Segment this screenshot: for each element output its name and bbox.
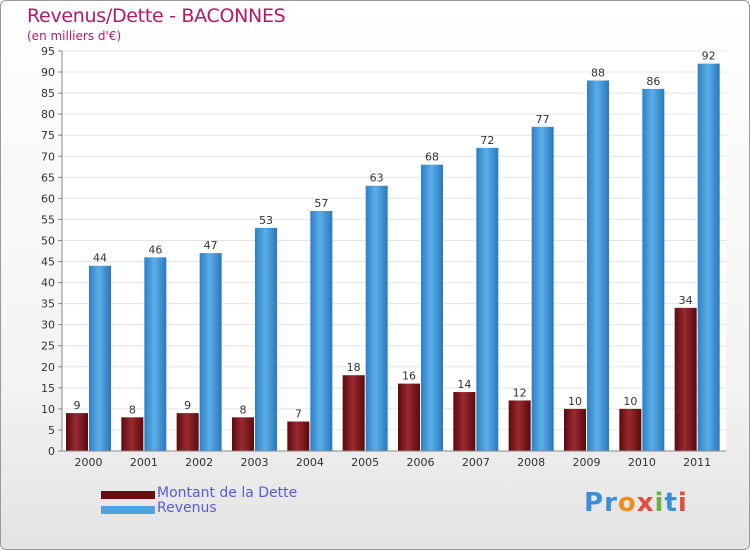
legend-label-debt: Montant de la Dette (157, 485, 298, 501)
bar-value-label-debt: 9 (184, 399, 191, 412)
bar-debt (453, 392, 476, 451)
bar-debt (232, 417, 254, 451)
bar-revenue (642, 88, 665, 451)
bar-value-label-debt: 8 (129, 403, 136, 416)
y-tick-label: 80 (41, 108, 55, 121)
chart-title: Revenus/Dette - BACONNES (27, 5, 286, 27)
x-tick-label: 2001 (130, 456, 158, 469)
legend-label-revenue: Revenus (157, 500, 217, 516)
y-tick-label: 60 (41, 192, 55, 205)
y-tick-label: 10 (41, 403, 55, 416)
x-tick-label: 2011 (683, 456, 711, 469)
bar-revenue (476, 147, 499, 451)
bar-revenue (587, 80, 609, 451)
bar-debt (674, 307, 697, 451)
bar-value-label-debt: 7 (295, 408, 302, 421)
legend-swatch-revenue (101, 506, 155, 514)
logo-letter: x (636, 488, 655, 518)
bar-value-label-debt: 12 (513, 386, 527, 399)
bar-debt (508, 400, 531, 451)
y-tick-label: 40 (41, 277, 55, 290)
bar-value-label-debt: 18 (347, 361, 361, 374)
plot-area (62, 51, 726, 451)
bar-debt (619, 408, 642, 451)
chart-subtitle: (en milliers d'€) (27, 29, 122, 43)
bar-debt (398, 383, 420, 451)
bar-revenue (144, 257, 167, 451)
y-tick-label: 35 (41, 298, 55, 311)
y-tick-label: 45 (41, 256, 55, 269)
proxiti-logo: Proxiti (584, 488, 688, 518)
y-tick-label: 90 (41, 66, 55, 79)
bar-value-label-revenue: 63 (370, 172, 384, 185)
bar-revenue (89, 265, 111, 451)
y-tick-label: 65 (41, 171, 55, 184)
y-tick-label: 75 (41, 129, 55, 142)
x-tick-label: 2010 (628, 456, 656, 469)
logo-letter: i (654, 488, 665, 518)
y-tick-label: 20 (41, 361, 55, 374)
bar-value-label-revenue: 72 (480, 134, 494, 147)
bar-value-label-revenue: 77 (536, 113, 550, 126)
bar-value-label-debt: 10 (623, 395, 637, 408)
bar-debt (287, 421, 310, 451)
bar-value-label-revenue: 53 (259, 214, 273, 227)
bar-value-label-revenue: 47 (204, 239, 218, 252)
bar-value-label-debt: 14 (457, 378, 471, 391)
bar-debt (342, 375, 365, 451)
bar-revenue (365, 185, 388, 451)
x-tick-label: 2008 (517, 456, 545, 469)
bar-debt (564, 408, 586, 451)
y-tick-label: 5 (48, 424, 55, 437)
bar-value-label-revenue: 68 (425, 151, 439, 164)
y-tick-label: 15 (41, 382, 55, 395)
logo-letter: P (584, 488, 605, 518)
bar-revenue (310, 211, 333, 451)
x-tick-label: 2005 (351, 456, 379, 469)
y-tick-label: 55 (41, 213, 55, 226)
y-tick-label: 0 (48, 445, 55, 458)
bar-value-label-revenue: 88 (591, 66, 605, 79)
bar-debt (121, 417, 144, 451)
x-tick-label: 2009 (573, 456, 601, 469)
logo-letter: r (604, 488, 618, 518)
bar-value-label-debt: 10 (568, 395, 582, 408)
x-tick-label: 2004 (296, 456, 324, 469)
bar-value-label-revenue: 46 (148, 243, 162, 256)
y-tick-label: 30 (41, 319, 55, 332)
y-tick-label: 50 (41, 234, 55, 247)
bar-value-label-debt: 9 (74, 399, 81, 412)
logo-letter: o (617, 488, 637, 518)
x-tick-label: 2000 (75, 456, 103, 469)
bar-revenue (531, 126, 554, 451)
logo-letter: t (664, 488, 678, 518)
bar-value-label-debt: 8 (240, 403, 247, 416)
bar-value-label-debt: 16 (402, 370, 416, 383)
bar-value-label-revenue: 86 (646, 75, 660, 88)
x-tick-label: 2007 (462, 456, 490, 469)
x-tick-label: 2003 (241, 456, 269, 469)
bar-revenue (255, 227, 277, 451)
legend-swatch-debt (101, 491, 155, 499)
bar-value-label-debt: 34 (679, 294, 693, 307)
bar-revenue (199, 253, 222, 451)
y-tick-label: 70 (41, 150, 55, 163)
y-tick-label: 85 (41, 87, 55, 100)
bar-value-label-revenue: 92 (702, 50, 716, 63)
bar-revenue (421, 164, 443, 451)
x-tick-label: 2002 (185, 456, 213, 469)
bar-debt (176, 413, 199, 451)
bar-value-label-revenue: 44 (93, 252, 107, 265)
bar-revenue (697, 63, 720, 451)
y-tick-label: 25 (41, 340, 55, 353)
bar-debt (66, 413, 88, 451)
y-tick-label: 95 (41, 45, 55, 58)
logo-letter: i (677, 488, 688, 518)
bar-value-label-revenue: 57 (314, 197, 328, 210)
x-tick-label: 2006 (407, 456, 435, 469)
